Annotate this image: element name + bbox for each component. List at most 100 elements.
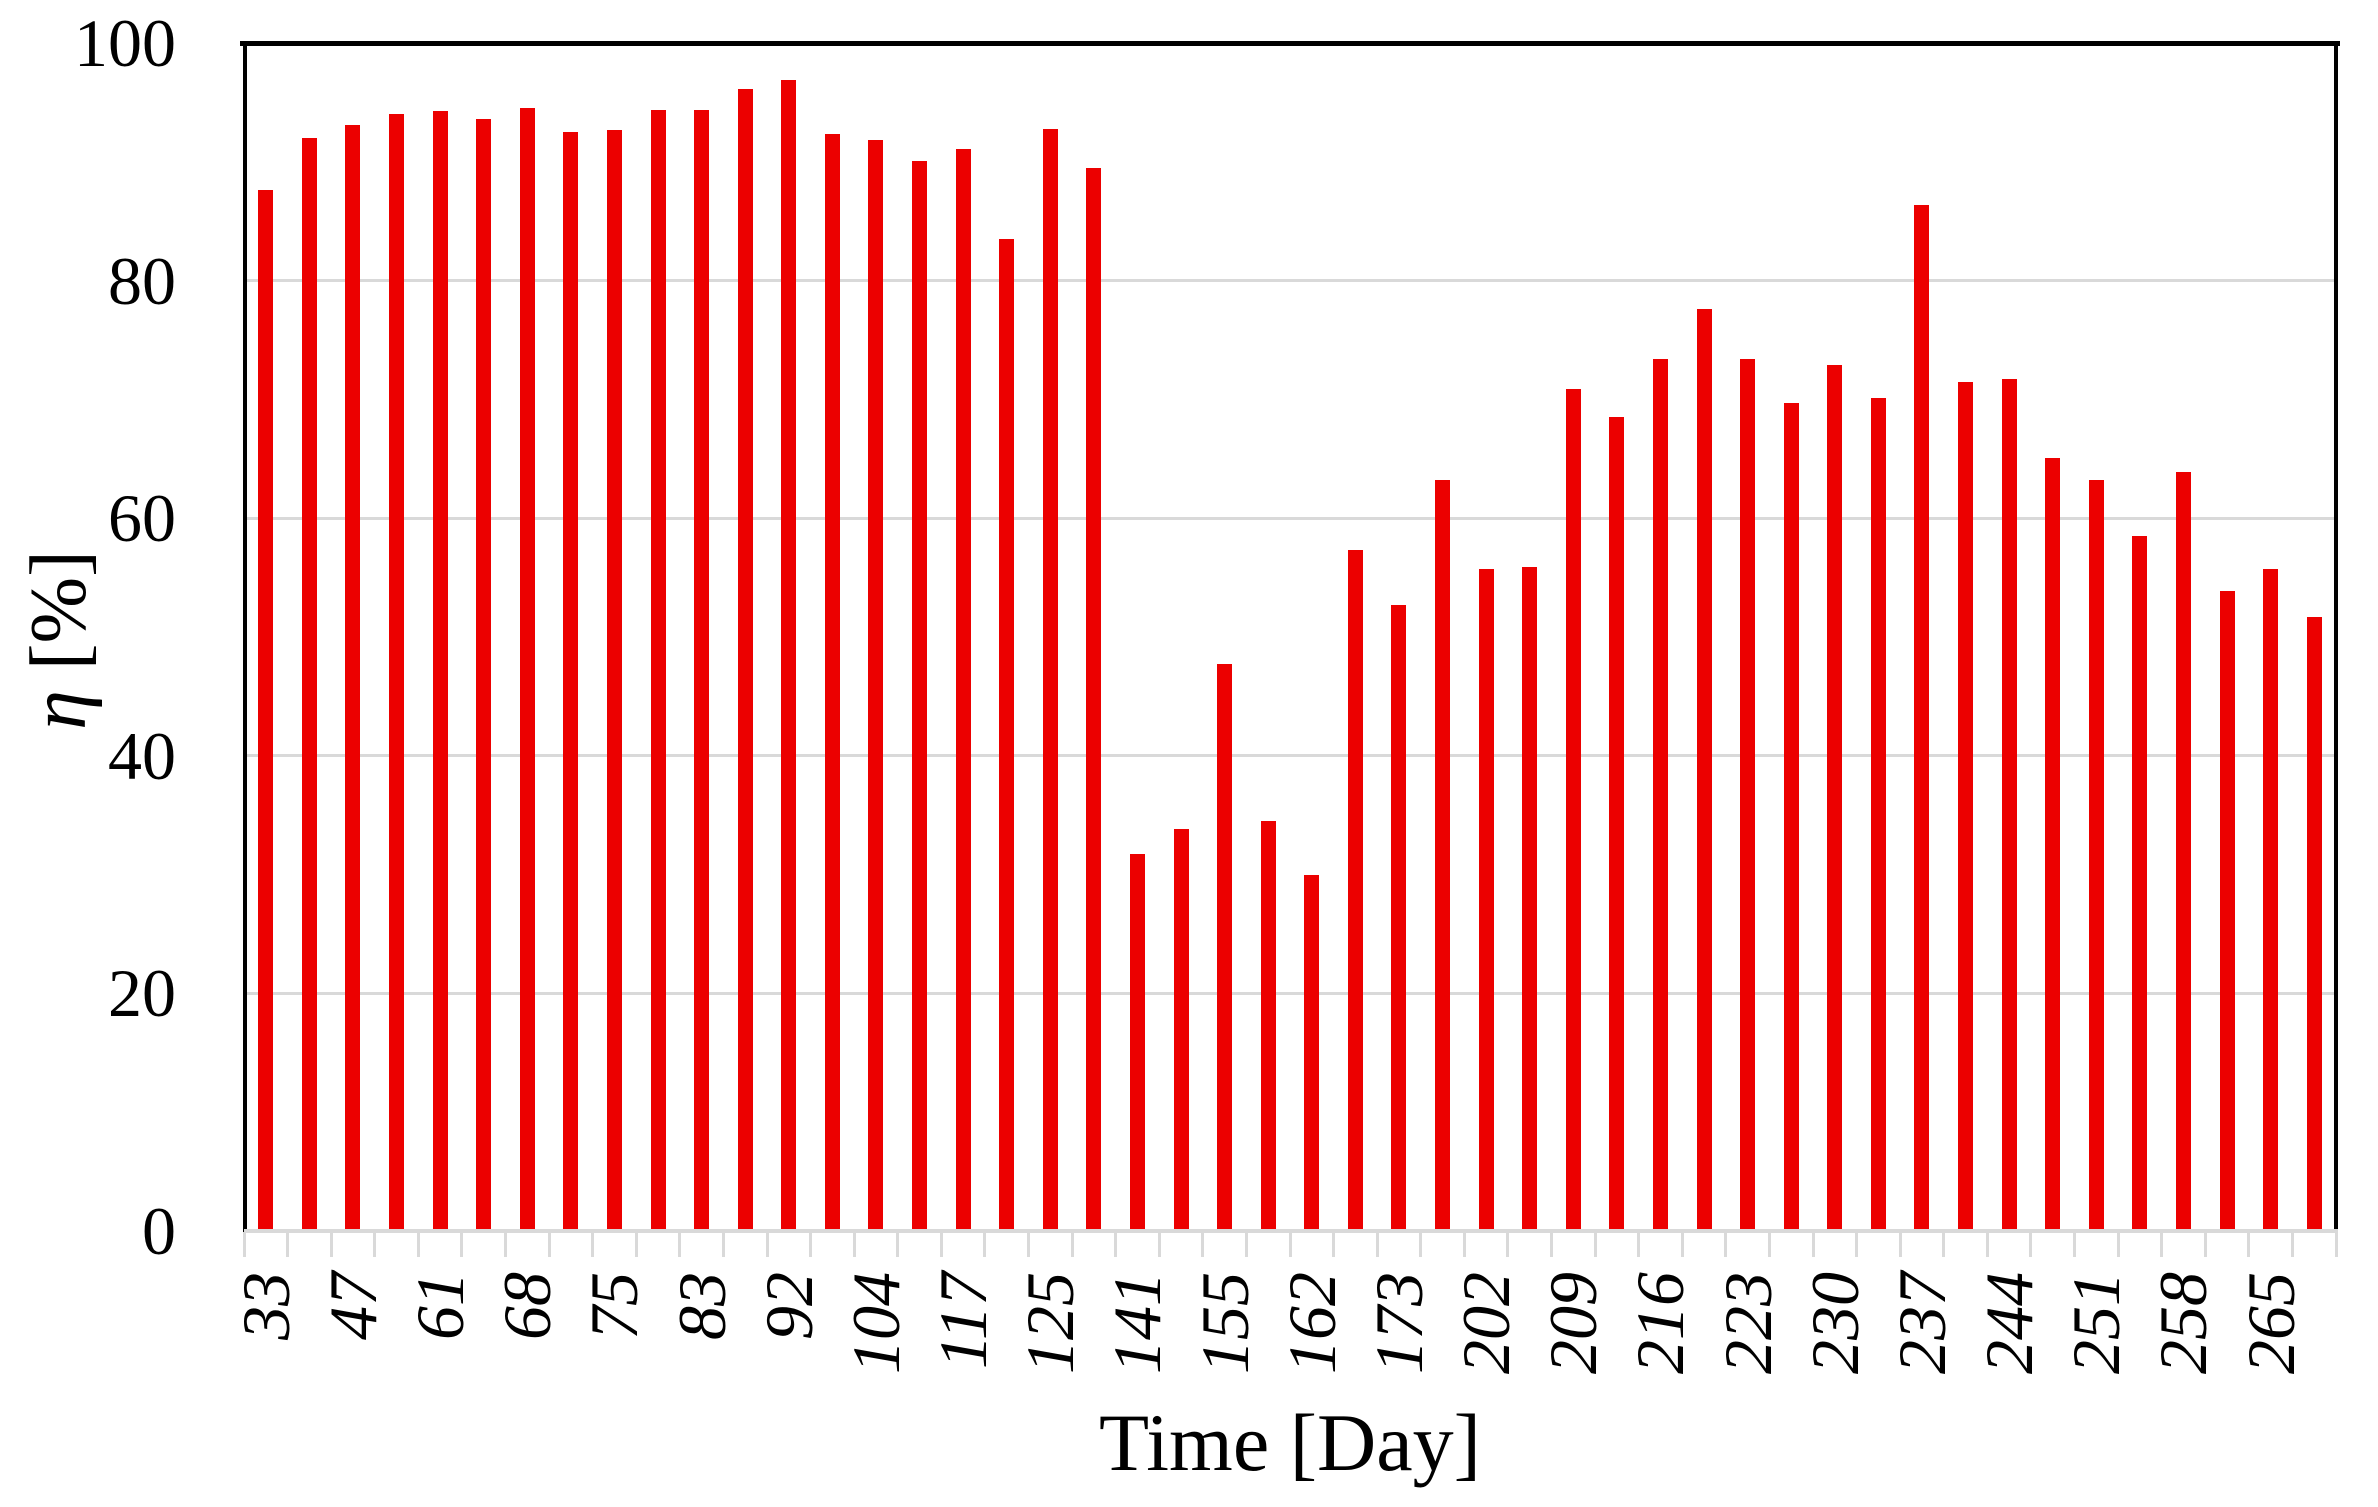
x-tick-mark (2116, 1232, 2120, 1257)
x-tick-mark (1157, 1232, 1161, 1257)
bar-day-162 (1304, 874, 1320, 1231)
bar-day-75 (606, 129, 622, 1231)
bar-day-141 (1129, 854, 1145, 1231)
bar (1783, 402, 1799, 1231)
x-tick-mark (1855, 1232, 1859, 1257)
bar (824, 134, 840, 1231)
x-tick-mark (1811, 1232, 1815, 1257)
x-tick-mark (983, 1232, 987, 1257)
bar (1609, 417, 1625, 1231)
x-tick-mark (416, 1232, 420, 1257)
x-tick-mark (329, 1232, 333, 1257)
x-tick-mark (634, 1232, 638, 1257)
bar-day-125 (1042, 128, 1058, 1231)
x-tick-mark (2290, 1232, 2294, 1257)
bar-day-237 (1914, 204, 1930, 1231)
bar (1958, 381, 1974, 1231)
x-tick-mark (460, 1232, 464, 1257)
bar (301, 138, 317, 1231)
bar-day-223 (1740, 359, 1756, 1231)
bar-day-33 (258, 190, 274, 1231)
bar (2219, 590, 2235, 1231)
x-tick-mark (1244, 1232, 1248, 1257)
x-tick-mark (2073, 1232, 2076, 1257)
bar (2132, 536, 2148, 1231)
bar (1696, 309, 1712, 1231)
bar (1870, 398, 1886, 1231)
x-tick-mark (547, 1232, 551, 1257)
x-tick-mark (1332, 1232, 1336, 1257)
y-tick-label-0: 0 (142, 1193, 176, 1269)
x-tick-mark (373, 1232, 377, 1257)
x-tick-mark (1114, 1232, 1118, 1257)
plot-area (244, 43, 2336, 1231)
x-tick-mark (1201, 1232, 1205, 1257)
bar-day-61 (432, 110, 448, 1231)
bar (389, 114, 405, 1231)
x-tick-mark (1550, 1232, 1553, 1257)
bar-day-92 (781, 79, 797, 1231)
x-tick-mark (1680, 1232, 1684, 1257)
plot-border-left (243, 41, 247, 1232)
x-tick-mark (2029, 1232, 2033, 1257)
y-tick-label-40: 40 (108, 717, 176, 794)
bar-day-68 (519, 108, 535, 1231)
gridline-60 (244, 516, 2336, 520)
y-tick-label-60: 60 (108, 480, 176, 557)
bar (1435, 480, 1451, 1231)
x-tick-mark (678, 1232, 682, 1257)
x-tick-mark (1419, 1232, 1423, 1257)
x-tick-mark (939, 1232, 943, 1257)
plot-border-top (240, 41, 2340, 46)
x-tick-mark (2334, 1232, 2338, 1257)
plot-border-right (2334, 41, 2338, 1232)
bar-day-104 (868, 140, 884, 1231)
bar-day-216 (1652, 359, 1668, 1231)
x-tick-mark (1898, 1232, 1902, 1257)
bar-day-83 (694, 109, 710, 1231)
bar-day-251 (2088, 480, 2104, 1231)
bar (912, 160, 928, 1231)
x-tick-mark (852, 1232, 856, 1257)
bar (1173, 829, 1189, 1231)
bar (737, 89, 753, 1231)
bar (999, 239, 1015, 1231)
x-tick-mark (242, 1232, 246, 1257)
bar-day-155 (1217, 664, 1233, 1231)
bar-day-244 (2001, 379, 2017, 1231)
x-tick-mark (2203, 1232, 2207, 1257)
y-axis-title-unit: [%] (14, 550, 103, 691)
bar-day-173 (1391, 604, 1407, 1231)
x-tick-mark (2160, 1232, 2164, 1257)
bar (650, 109, 666, 1231)
x-tick-mark (1070, 1232, 1074, 1257)
x-tick-mark (1375, 1232, 1379, 1257)
x-tick-mark (1462, 1232, 1466, 1257)
x-axis-line (244, 1229, 2338, 1233)
x-tick-mark (1288, 1232, 1292, 1257)
bar (1347, 550, 1363, 1231)
bar-day-265 (2263, 569, 2279, 1231)
gridline-80 (244, 279, 2336, 283)
bar (1086, 167, 1102, 1231)
y-axis-title: η [%] (14, 40, 104, 1240)
bar-day-117 (955, 148, 971, 1231)
y-tick-label-100: 100 (74, 5, 176, 81)
x-tick-mark (1767, 1232, 1771, 1257)
x-tick-mark (504, 1232, 507, 1257)
gridline-20 (244, 991, 2336, 995)
x-tick-mark (1027, 1232, 1030, 1257)
x-tick-mark (1985, 1232, 1989, 1257)
x-tick-mark (1506, 1232, 1510, 1257)
bar-day-47 (345, 124, 361, 1231)
y-tick-label-20: 20 (108, 955, 176, 1032)
x-tick-mark (2247, 1232, 2251, 1257)
x-tick-mark (896, 1232, 900, 1257)
x-tick-mark (591, 1232, 595, 1257)
x-axis-title: Time [Day] (1099, 1397, 1481, 1488)
bar (1260, 821, 1276, 1231)
x-tick-mark (809, 1232, 813, 1257)
bar-day-209 (1565, 388, 1581, 1231)
bar (1522, 566, 1538, 1231)
